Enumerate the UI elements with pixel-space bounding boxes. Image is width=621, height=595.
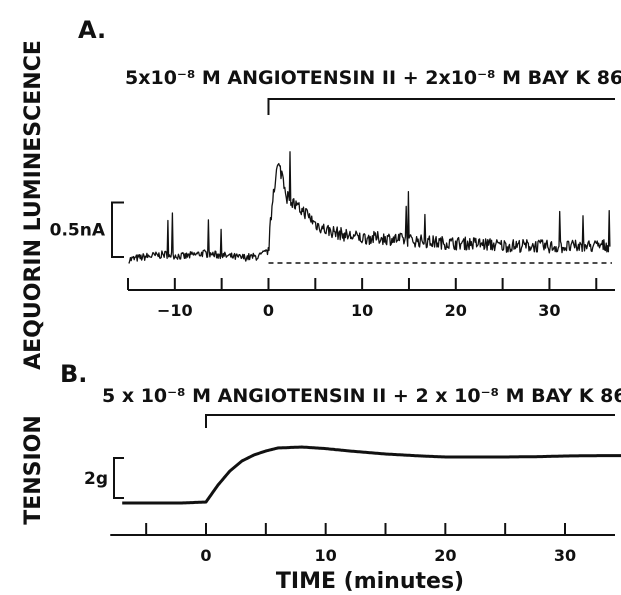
panel-a-scale-bracket — [111, 201, 124, 258]
panel-b-stimulus-marker — [205, 414, 615, 428]
panel-a-stimulus-label: 5x10⁻⁸ M ANGIOTENSIN II + 2x10⁻⁸ M BAY K… — [125, 67, 621, 89]
panel-a-scale-bar-label: 0.5nA — [50, 221, 106, 241]
panel-a-x-axis: −10 0 10 20 30 — [127, 278, 615, 320]
panel-a-tick-label: 20 — [445, 301, 467, 320]
panel-b-trace — [121, 445, 621, 505]
panel-b-scale-bar-label: 2g — [84, 469, 108, 489]
panel-a-stimulus-line — [267, 98, 615, 115]
panel-b-x-axis: 0 10 20 30 — [110, 523, 615, 565]
panel-b-xlabel: TIME (minutes) — [276, 569, 464, 594]
panel-a-ylabel: AEQUORIN LUMINESCENCE — [21, 40, 46, 370]
panel-b: B. TENSION 5 x 10⁻⁸ M ANGIOTENSIN II + 2… — [21, 360, 621, 594]
panel-b-tick-label: 0 — [200, 546, 211, 565]
panel-b-stimulus-line — [205, 414, 615, 428]
panel-a-tick-label: −10 — [157, 301, 193, 320]
panel-a-scale-bar — [111, 201, 124, 258]
panel-a-tick-label: 0 — [263, 301, 274, 320]
panel-b-scale-bracket — [113, 457, 124, 499]
panel-b-scale-bar — [113, 457, 124, 499]
panel-a-tick-label: 30 — [538, 301, 560, 320]
panel-b-stimulus-label: 5 x 10⁻⁸ M ANGIOTENSIN II + 2 x 10⁻⁸ M B… — [102, 385, 621, 407]
panel-b-ylabel: TENSION — [21, 415, 46, 525]
panel-b-label: B. — [60, 360, 87, 388]
panel-a-label: A. — [78, 16, 106, 44]
panel-b-tick-label: 10 — [315, 546, 337, 565]
panel-a-tick-label: 10 — [351, 301, 373, 320]
panel-a-stimulus-marker — [267, 98, 615, 115]
panel-a: A. AEQUORIN LUMINESCENCE 5x10⁻⁸ M ANGIOT… — [21, 16, 621, 370]
panel-b-tick-label: 20 — [434, 546, 456, 565]
panel-b-tick-label: 30 — [554, 546, 576, 565]
panel-b-trace-line — [121, 445, 621, 505]
panel-a-trace — [128, 151, 611, 264]
panel-a-trace-line — [128, 151, 611, 264]
